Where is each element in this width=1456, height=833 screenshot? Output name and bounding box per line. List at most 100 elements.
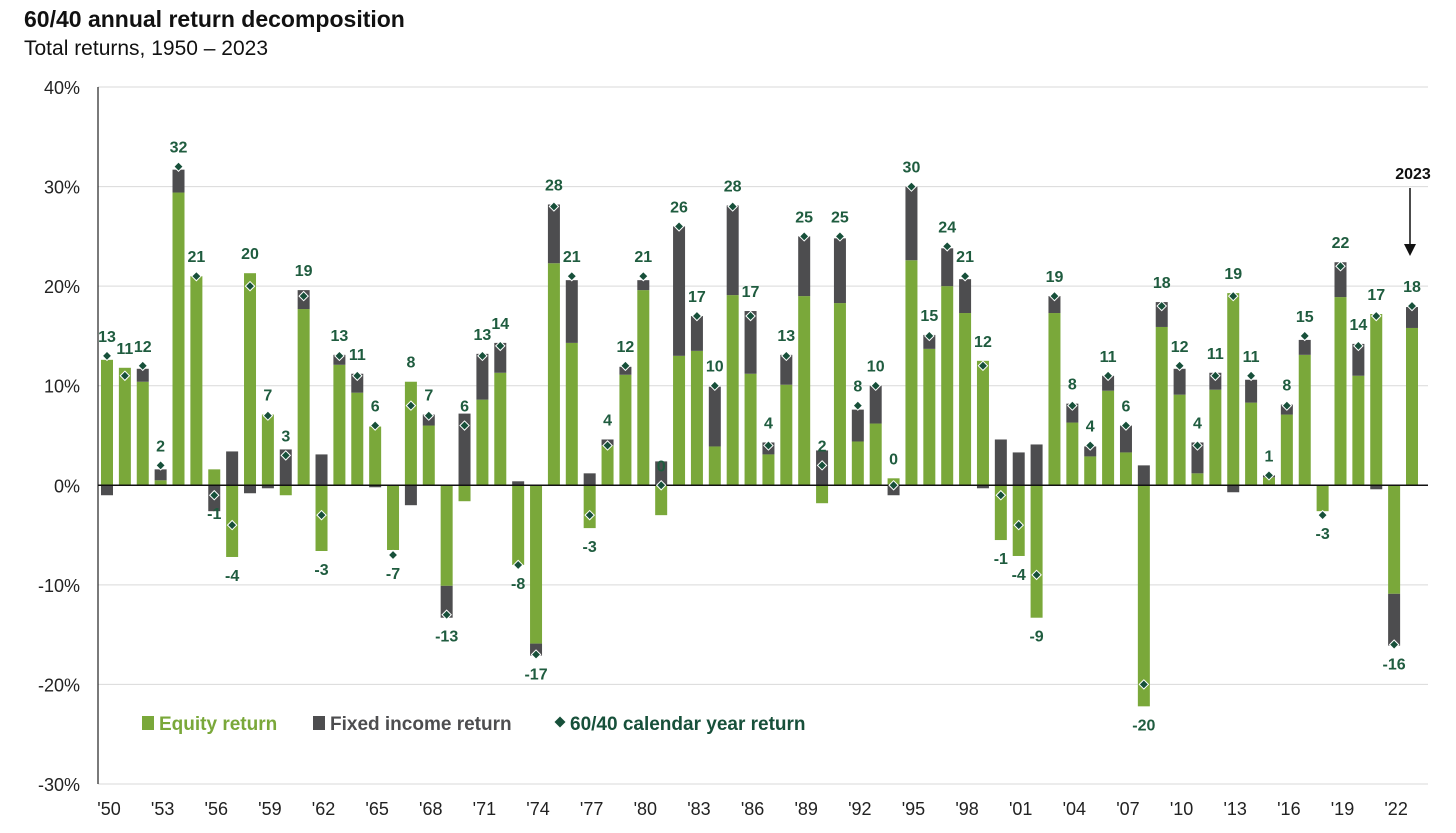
equity-bar [1102,390,1115,486]
return-marker [459,420,470,431]
x-tick-label: '62 [312,799,335,819]
equity-bar [1155,326,1168,486]
x-tick-label: '80 [634,799,657,819]
fixed-income-bar [1012,452,1025,486]
data-label: 19 [295,263,313,280]
fixed-income-bar [833,238,846,304]
x-tick-label: '53 [151,799,174,819]
x-tick-label: '89 [794,799,817,819]
data-label: 8 [1282,378,1291,395]
data-label: 17 [688,289,706,306]
fixed-income-bar [1191,442,1204,474]
return-marker [208,489,220,501]
data-label: 28 [545,177,563,194]
data-label: 11 [1207,346,1224,363]
data-label: 28 [724,178,742,195]
return-marker [745,310,756,322]
fixed-income-bar [1245,379,1258,403]
return-marker [763,440,774,451]
fixed-income-bar [851,409,864,442]
data-label: 21 [563,249,581,266]
equity-bar [869,423,882,486]
equity-bar [261,414,274,486]
data-label: -3 [1315,526,1329,543]
data-label: 21 [634,249,652,266]
return-marker [1192,440,1203,451]
y-tick-label: -30% [38,775,80,795]
return-marker [298,290,309,302]
fixed-income-bar [673,226,686,356]
data-label: 12 [974,334,992,351]
equity-bar [1316,485,1329,512]
data-label: 1 [1265,448,1274,465]
fixed-income-bar [780,354,793,385]
fixed-income-bar [279,449,292,486]
data-label: 10 [867,359,885,376]
return-marker [137,360,149,372]
return-marker [441,609,452,621]
return-marker [191,270,202,282]
equity-bar [798,296,811,486]
annotation-label: 2023 [1395,166,1431,183]
return-marker [1031,569,1042,581]
fixed-income-bar [172,169,185,193]
fixed-income-bar [494,342,507,373]
equity-bar [172,192,185,486]
return-marker [226,519,238,531]
return-marker [1120,420,1132,431]
return-marker [244,280,256,292]
x-tick-label: '13 [1223,799,1246,819]
legend-label-equity: Equity return [159,714,277,735]
legend-label-fixed-income: Fixed income return [330,714,512,735]
data-label: 13 [330,328,348,345]
return-marker [101,350,113,362]
return-marker [709,380,721,392]
data-label: 12 [1171,339,1189,356]
return-marker [584,509,595,521]
fixed-income-bar [1334,262,1347,298]
return-marker [888,479,899,491]
data-label: 13 [474,327,492,344]
return-marker [727,201,738,212]
fixed-income-bar [261,485,274,489]
return-marker [477,350,488,362]
return-marker [798,231,810,242]
return-marker [173,161,184,172]
return-marker [530,649,542,660]
data-label: 26 [670,199,688,216]
fixed-income-bar [798,236,811,297]
legend-swatch-fixed-income [313,716,325,730]
equity-bar [994,485,1007,541]
equity-bar [1352,375,1365,486]
legend-label-6040: 60/40 calendar year return [570,714,806,735]
return-marker [1281,400,1293,411]
return-marker [1084,440,1096,451]
data-label: 13 [98,329,116,346]
equity-bar [1370,314,1383,486]
data-label: 11 [349,347,366,364]
equity-bar [244,273,257,486]
x-tick-label: '22 [1384,799,1407,819]
return-marker [959,270,971,282]
equity-bar [690,350,703,486]
y-tick-label: 40% [44,78,80,98]
equity-bar [1066,422,1079,486]
data-label: 21 [187,249,205,266]
data-label: 15 [1296,309,1314,326]
fixed-income-bar [869,385,882,424]
data-label: 32 [170,140,188,157]
return-marker [512,559,524,571]
equity-bar [547,263,560,486]
fixed-income-bar [101,485,113,496]
x-axis-ticks: '50 '53 '56 '59 '62 '65 '68 '71 '74 '77 '80 '83 '86 '… [97,799,1408,819]
data-label: -8 [511,576,525,593]
equity-bar [762,454,775,486]
return-marker [781,350,792,362]
data-label: -4 [1012,567,1026,584]
fixed-income-bar [512,481,525,486]
equity-bar [1280,414,1293,486]
fixed-income-bar [315,454,328,486]
equity-bar [1191,473,1204,486]
equity-bar [959,313,972,486]
data-label: 18 [1153,275,1171,292]
